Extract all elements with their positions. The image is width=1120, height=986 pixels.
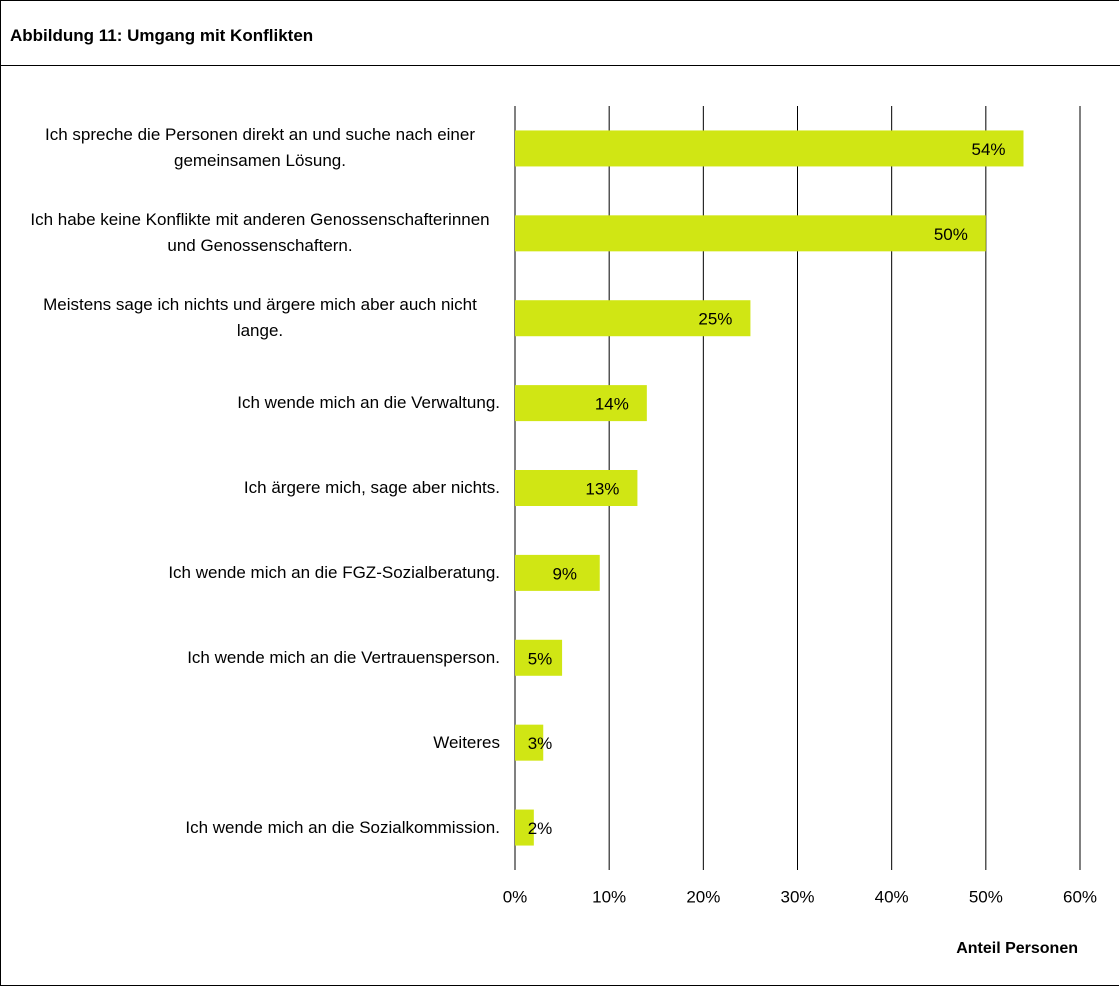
bar [515, 554, 600, 591]
bar [515, 385, 647, 422]
bar [515, 215, 986, 252]
category-label: Ich spreche die Personen direkt an und s… [45, 125, 475, 171]
value-label: 9% [552, 564, 577, 583]
category-label: Ich ärgere mich, sage aber nichts. [243, 478, 500, 497]
bar [515, 724, 544, 761]
x-tick-label: 30% [780, 887, 814, 906]
value-label: 54% [971, 140, 1005, 159]
value-label: 13% [585, 479, 619, 498]
category-label: Ich wende mich an die Sozialkommission. [185, 817, 500, 837]
category-label: Ich wende mich an die Vertrauensperson. [187, 647, 500, 667]
category-label: Meistens sage ich nichts und ärgere mich… [43, 295, 477, 341]
category-label: Ich habe keine Konflikte mit anderen Gen… [30, 210, 490, 256]
value-label: 3% [528, 734, 553, 753]
value-label: 50% [934, 225, 968, 244]
x-axis-label: Anteil Personen [956, 940, 1078, 957]
value-label: 25% [698, 310, 732, 329]
x-tick-label: 20% [686, 887, 720, 906]
bar [515, 639, 563, 676]
category-label: Ich wende mich an die Verwaltung. [237, 393, 500, 413]
x-tick-label: 10% [592, 887, 626, 906]
category-label: Ich wende mich an die FGZ-Sozialberatung… [168, 562, 500, 582]
value-label: 2% [528, 819, 553, 838]
x-tick-label: 0% [503, 887, 528, 906]
bar [515, 470, 638, 506]
value-label: 5% [528, 649, 553, 668]
bar [515, 130, 1024, 167]
title-bar: Abbildung 11: Umgang mit Konflikten [0, 0, 1120, 66]
value-label: 14% [595, 395, 629, 414]
bar [515, 809, 534, 846]
x-tick-label: 60% [1063, 887, 1097, 906]
x-tick-label: 40% [875, 887, 909, 906]
bar [515, 300, 751, 337]
category-label: Weiteres [433, 732, 500, 752]
x-tick-label: 50% [969, 887, 1003, 906]
chart-title: Abbildung 11: Umgang mit Konflikten [10, 26, 314, 45]
